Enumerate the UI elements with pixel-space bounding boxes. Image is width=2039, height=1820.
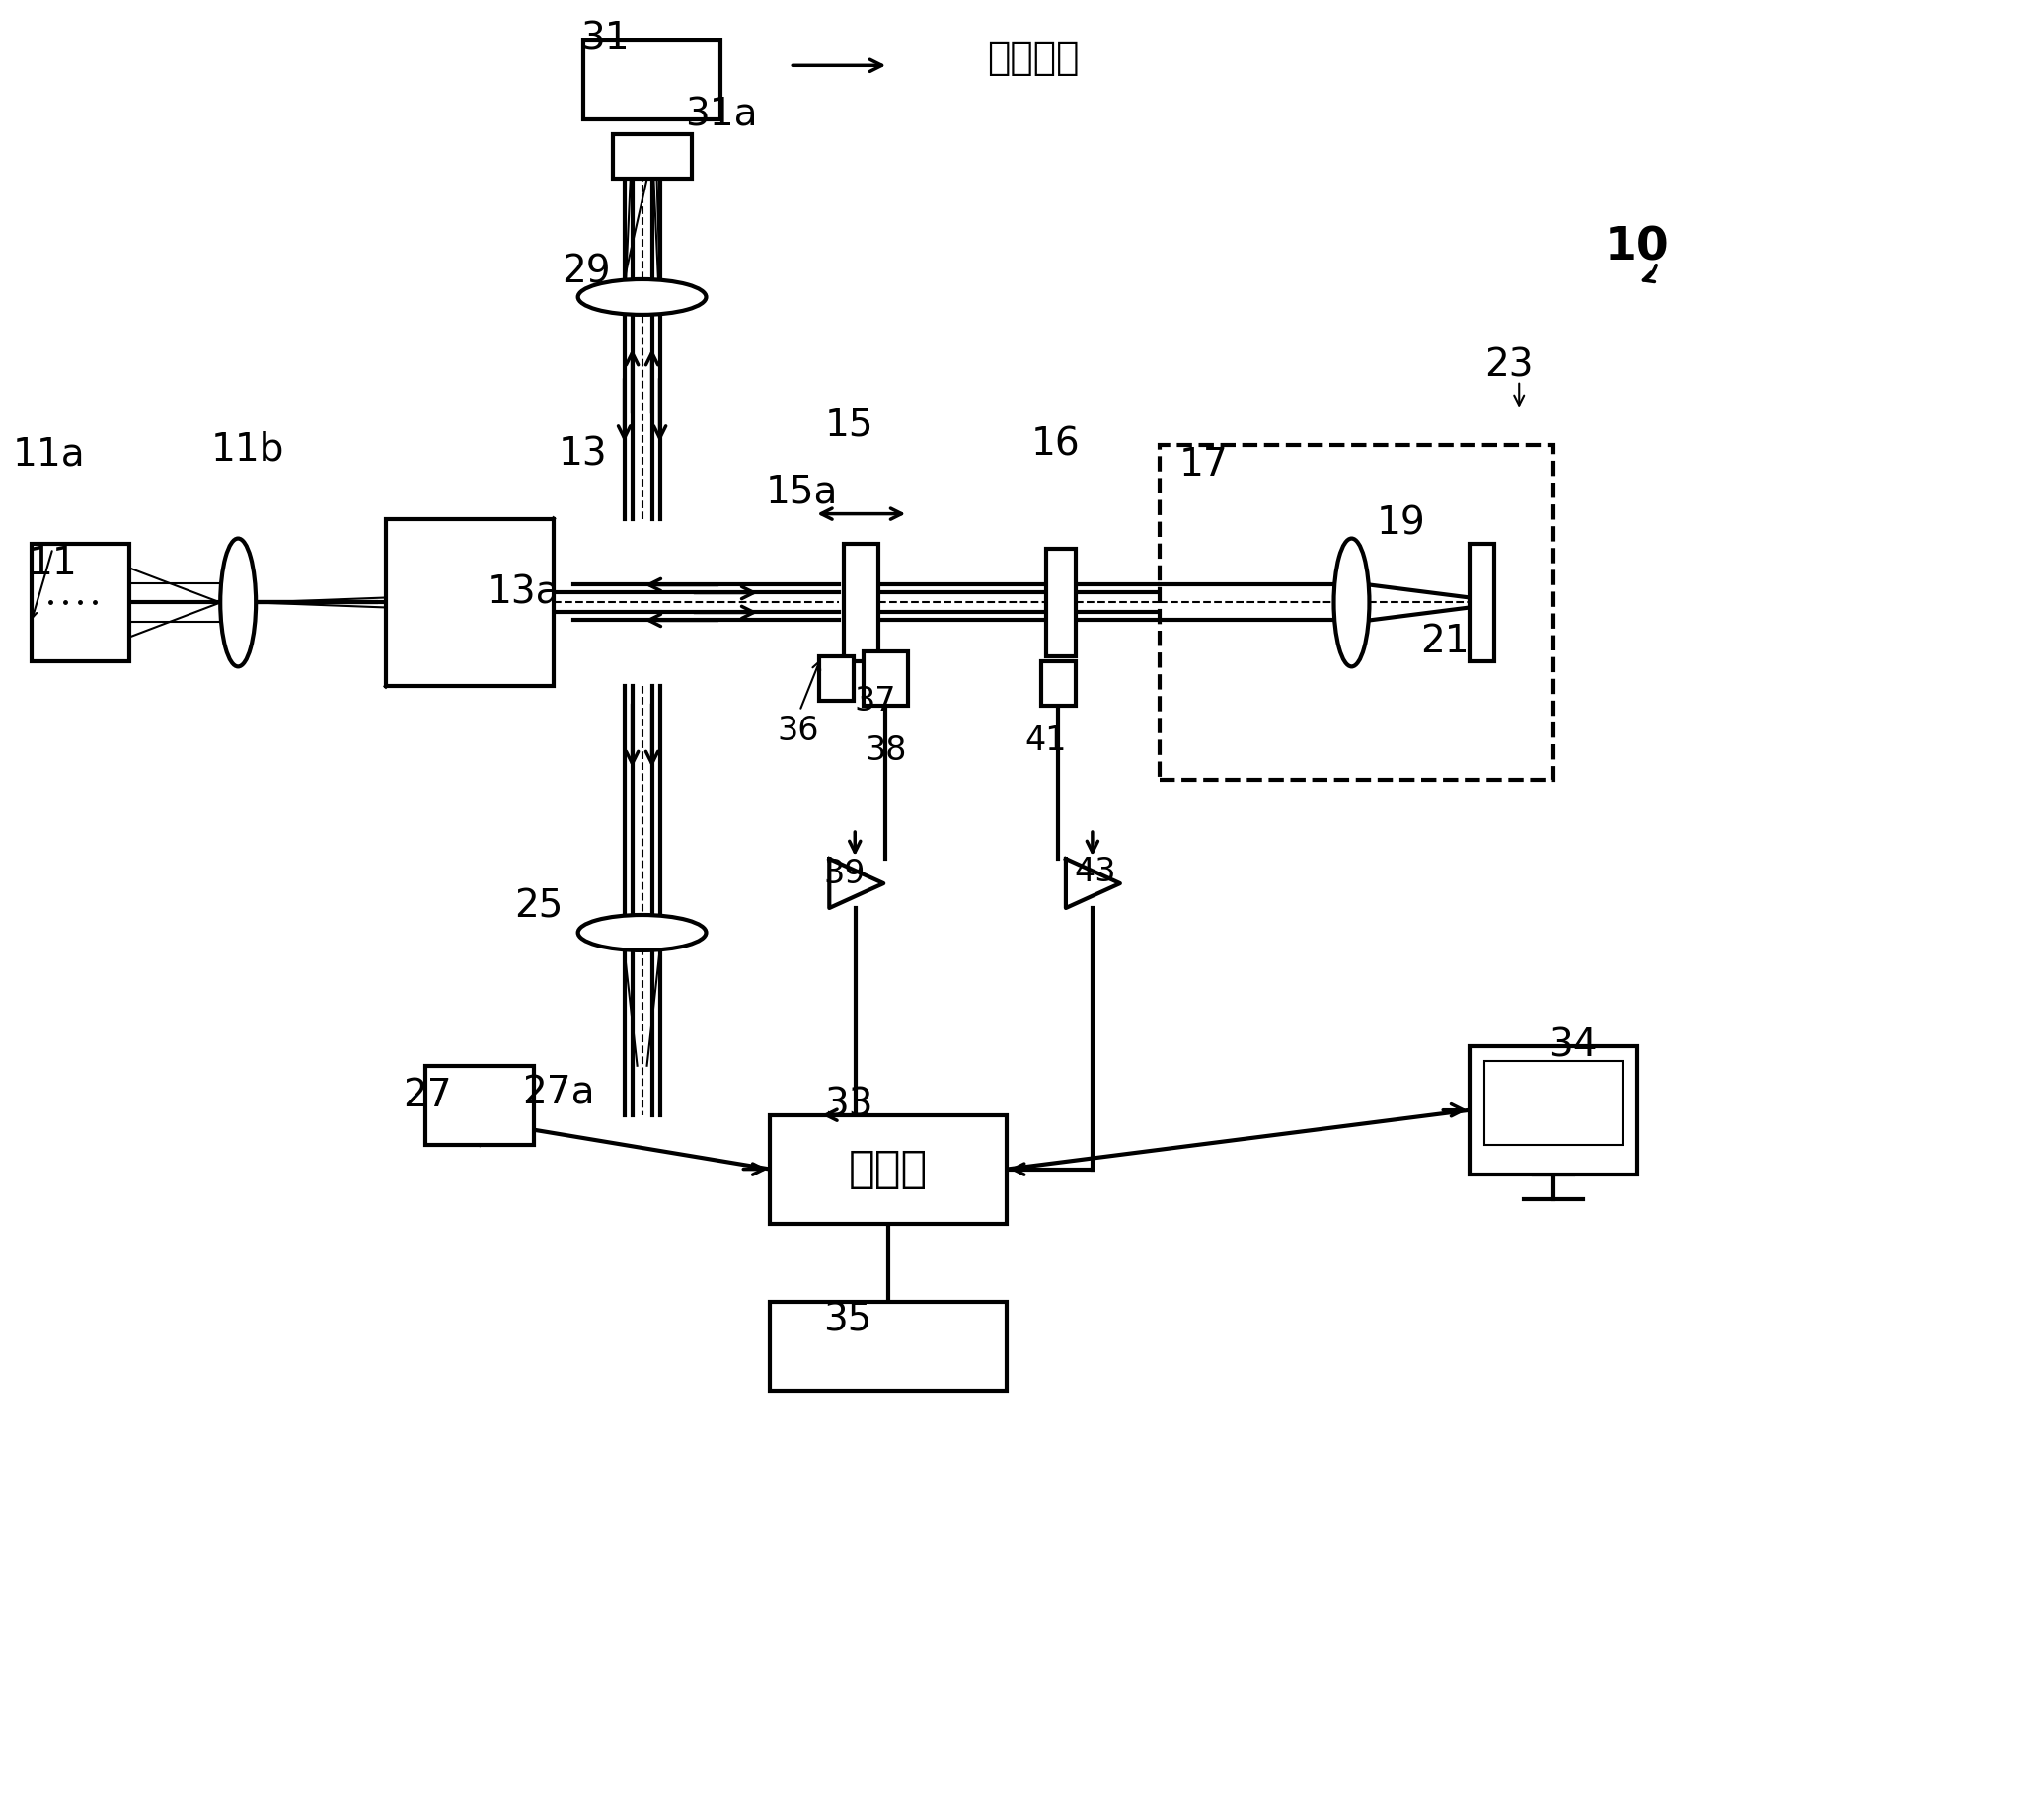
Text: 23: 23 [1484,348,1533,384]
Text: 38: 38 [865,733,907,766]
Text: 36: 36 [777,715,820,746]
Text: 计算机: 计算机 [848,1148,928,1190]
Text: 10: 10 [1605,226,1670,269]
Text: 27a: 27a [522,1074,595,1112]
Bar [1470,1046,1637,1174]
Polygon shape [830,859,883,908]
Text: 27: 27 [404,1076,453,1114]
Polygon shape [1066,859,1119,908]
Bar [1470,544,1495,662]
Text: 33: 33 [824,1087,873,1125]
Text: 16: 16 [1032,426,1081,464]
Bar [385,519,553,686]
Text: 34: 34 [1550,1026,1599,1065]
Bar [583,40,722,120]
Bar [1484,1061,1623,1145]
Text: 29: 29 [561,253,610,291]
Ellipse shape [220,539,255,666]
Text: 15a: 15a [765,473,838,511]
Text: 13a: 13a [487,573,561,612]
Ellipse shape [577,278,705,315]
Text: 15: 15 [824,406,873,444]
Ellipse shape [577,915,705,950]
Text: 39: 39 [824,857,865,890]
Bar [1046,548,1077,657]
Text: 11: 11 [29,544,77,582]
Bar [612,135,691,178]
Bar [1160,444,1554,781]
Text: 41: 41 [1026,724,1066,757]
Bar [820,657,854,701]
Bar [844,544,879,662]
Text: 19: 19 [1376,504,1425,542]
Text: 11a: 11a [12,437,86,473]
Text: 31: 31 [581,20,630,58]
Text: 21: 21 [1421,622,1470,661]
Bar [1042,662,1077,706]
Bar [865,652,907,706]
Text: 17: 17 [1179,446,1227,484]
Bar [426,1067,534,1145]
Bar [771,1303,1007,1390]
Text: 25: 25 [514,888,563,925]
Text: 43: 43 [1075,855,1115,888]
Text: 向计算机: 向计算机 [987,40,1079,76]
Text: 13: 13 [559,437,608,473]
Bar [31,544,130,662]
Text: 31a: 31a [685,96,756,133]
Ellipse shape [1334,539,1370,666]
Text: 35: 35 [822,1301,871,1340]
Text: 37: 37 [854,684,895,717]
Text: 11b: 11b [212,431,285,468]
Bar [771,1116,1007,1223]
